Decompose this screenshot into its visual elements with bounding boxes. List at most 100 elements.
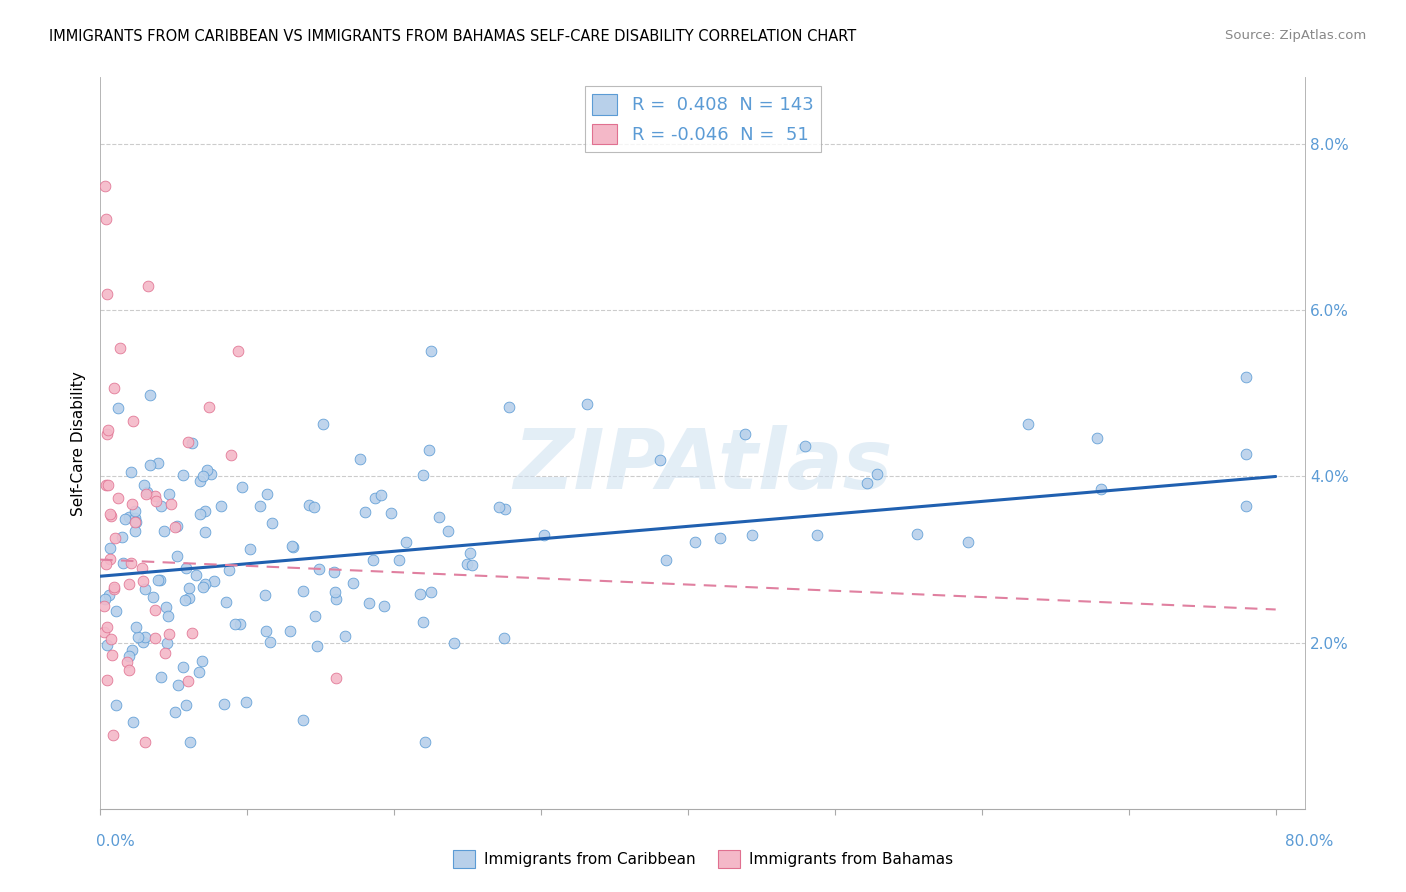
Point — [93, 599, 115, 614]
Point — [96, 638, 118, 652]
Point — [409, 587, 432, 601]
Point — [239, 541, 262, 556]
Point — [177, 673, 200, 688]
Point — [323, 565, 346, 579]
Point — [212, 697, 235, 711]
Point — [357, 596, 380, 610]
Point — [135, 487, 157, 501]
Point — [281, 539, 304, 553]
Text: IMMIGRANTS FROM CARIBBEAN VS IMMIGRANTS FROM BAHAMAS SELF-CARE DISABILITY CORREL: IMMIGRANTS FROM CARIBBEAN VS IMMIGRANTS … — [49, 29, 856, 45]
Point — [180, 626, 202, 640]
Point — [174, 698, 197, 712]
Point — [741, 528, 763, 542]
Point — [98, 541, 121, 556]
Point — [155, 599, 177, 614]
Point — [228, 617, 250, 632]
Point — [96, 673, 118, 688]
Point — [302, 500, 325, 514]
Point — [298, 498, 321, 512]
Point — [118, 648, 141, 663]
Point — [188, 508, 211, 522]
Point — [100, 507, 122, 521]
Point — [370, 488, 392, 502]
Point — [124, 504, 146, 518]
Point — [107, 401, 129, 415]
Point — [103, 580, 125, 594]
Point — [419, 585, 441, 599]
Point — [342, 576, 364, 591]
Point — [254, 624, 277, 638]
Point — [94, 211, 117, 226]
Point — [143, 631, 166, 645]
Point — [648, 453, 671, 467]
Point — [323, 585, 346, 599]
Point — [149, 573, 172, 587]
Point — [187, 665, 209, 679]
Point — [492, 631, 515, 645]
Point — [121, 497, 143, 511]
Point — [105, 698, 128, 712]
Point — [200, 467, 222, 481]
Point — [231, 480, 253, 494]
Point — [388, 553, 411, 567]
Point — [145, 494, 167, 508]
Point — [172, 467, 194, 482]
Point — [458, 546, 481, 560]
Point — [456, 558, 478, 572]
Text: ZIPAtlas: ZIPAtlas — [513, 425, 893, 506]
Point — [413, 735, 436, 749]
Point — [249, 500, 271, 514]
Point — [312, 417, 335, 432]
Point — [254, 589, 277, 603]
Point — [443, 636, 465, 650]
Point — [115, 655, 138, 669]
Point — [100, 509, 122, 524]
Point — [361, 553, 384, 567]
Point — [153, 524, 176, 538]
Point — [143, 489, 166, 503]
Point — [177, 434, 200, 449]
Point — [419, 344, 441, 359]
Point — [118, 510, 141, 524]
Point — [150, 670, 173, 684]
Point — [148, 456, 170, 470]
Point — [111, 557, 134, 571]
Point — [96, 426, 118, 441]
Point — [104, 604, 127, 618]
Point — [134, 478, 156, 492]
Point — [111, 530, 134, 544]
Point — [131, 560, 153, 574]
Point — [98, 552, 121, 566]
Point — [132, 634, 155, 648]
Point — [219, 448, 242, 462]
Point — [1234, 369, 1257, 384]
Point — [1017, 417, 1039, 431]
Point — [224, 616, 246, 631]
Point — [1234, 447, 1257, 461]
Point — [226, 344, 249, 359]
Point — [283, 540, 305, 554]
Point — [163, 705, 186, 719]
Point — [218, 563, 240, 577]
Point — [93, 625, 115, 640]
Point — [166, 549, 188, 563]
Point — [305, 639, 328, 653]
Point — [177, 581, 200, 595]
Point — [103, 582, 125, 596]
Point — [94, 591, 117, 606]
Legend: Immigrants from Caribbean, Immigrants from Bahamas: Immigrants from Caribbean, Immigrants fr… — [447, 844, 959, 873]
Point — [349, 452, 371, 467]
Point — [259, 635, 281, 649]
Point — [260, 516, 283, 530]
Point — [412, 615, 434, 630]
Point — [107, 491, 129, 505]
Point — [437, 524, 460, 538]
Point — [124, 516, 146, 530]
Point — [121, 714, 143, 729]
Point — [806, 528, 828, 542]
Point — [166, 519, 188, 533]
Point — [114, 512, 136, 526]
Point — [278, 624, 301, 639]
Point — [103, 381, 125, 395]
Point — [118, 576, 141, 591]
